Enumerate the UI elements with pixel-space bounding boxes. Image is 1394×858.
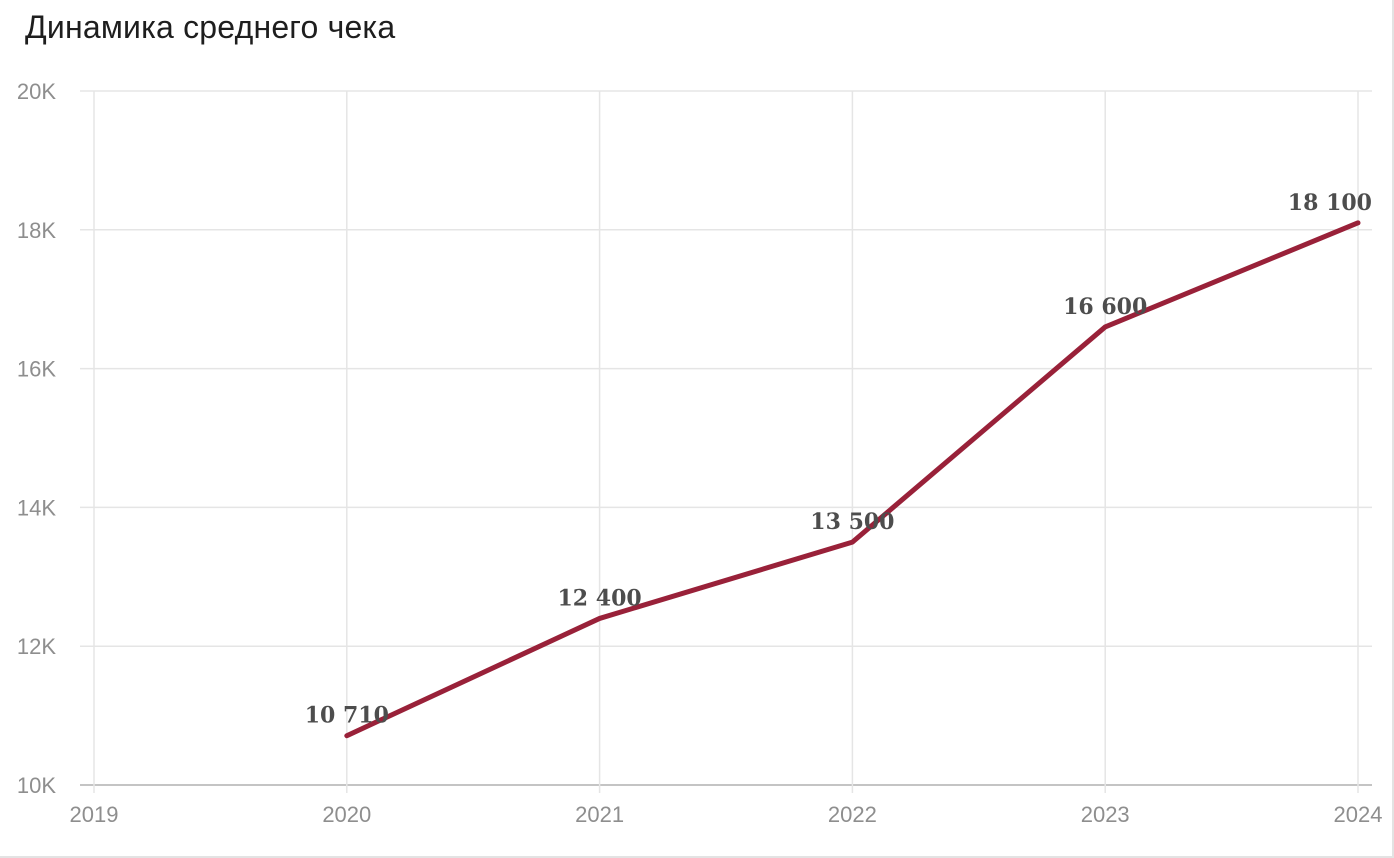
y-tick-label: 20K bbox=[17, 79, 56, 104]
y-tick-label: 10K bbox=[17, 773, 56, 798]
x-tick-label: 2020 bbox=[322, 802, 371, 827]
x-tick-label: 2022 bbox=[828, 802, 877, 827]
x-tick-label: 2023 bbox=[1081, 802, 1130, 827]
x-tick-label: 2024 bbox=[1334, 802, 1383, 827]
point-label: 13 500 bbox=[810, 509, 894, 535]
chart-title: Динамика среднего чека bbox=[25, 9, 396, 45]
x-tick-label: 2021 bbox=[575, 802, 624, 827]
point-label: 10 710 bbox=[305, 703, 389, 729]
y-tick-label: 12K bbox=[17, 634, 56, 659]
y-tick-label: 14K bbox=[17, 495, 56, 520]
y-tick-label: 16K bbox=[17, 357, 56, 382]
series-line bbox=[344, 220, 1361, 739]
point-label: 18 100 bbox=[1288, 190, 1372, 216]
point-label: 16 600 bbox=[1063, 294, 1147, 320]
point-label: 12 400 bbox=[557, 585, 641, 611]
x-tick-label: 2019 bbox=[70, 802, 119, 827]
y-tick-label: 18K bbox=[17, 218, 56, 243]
